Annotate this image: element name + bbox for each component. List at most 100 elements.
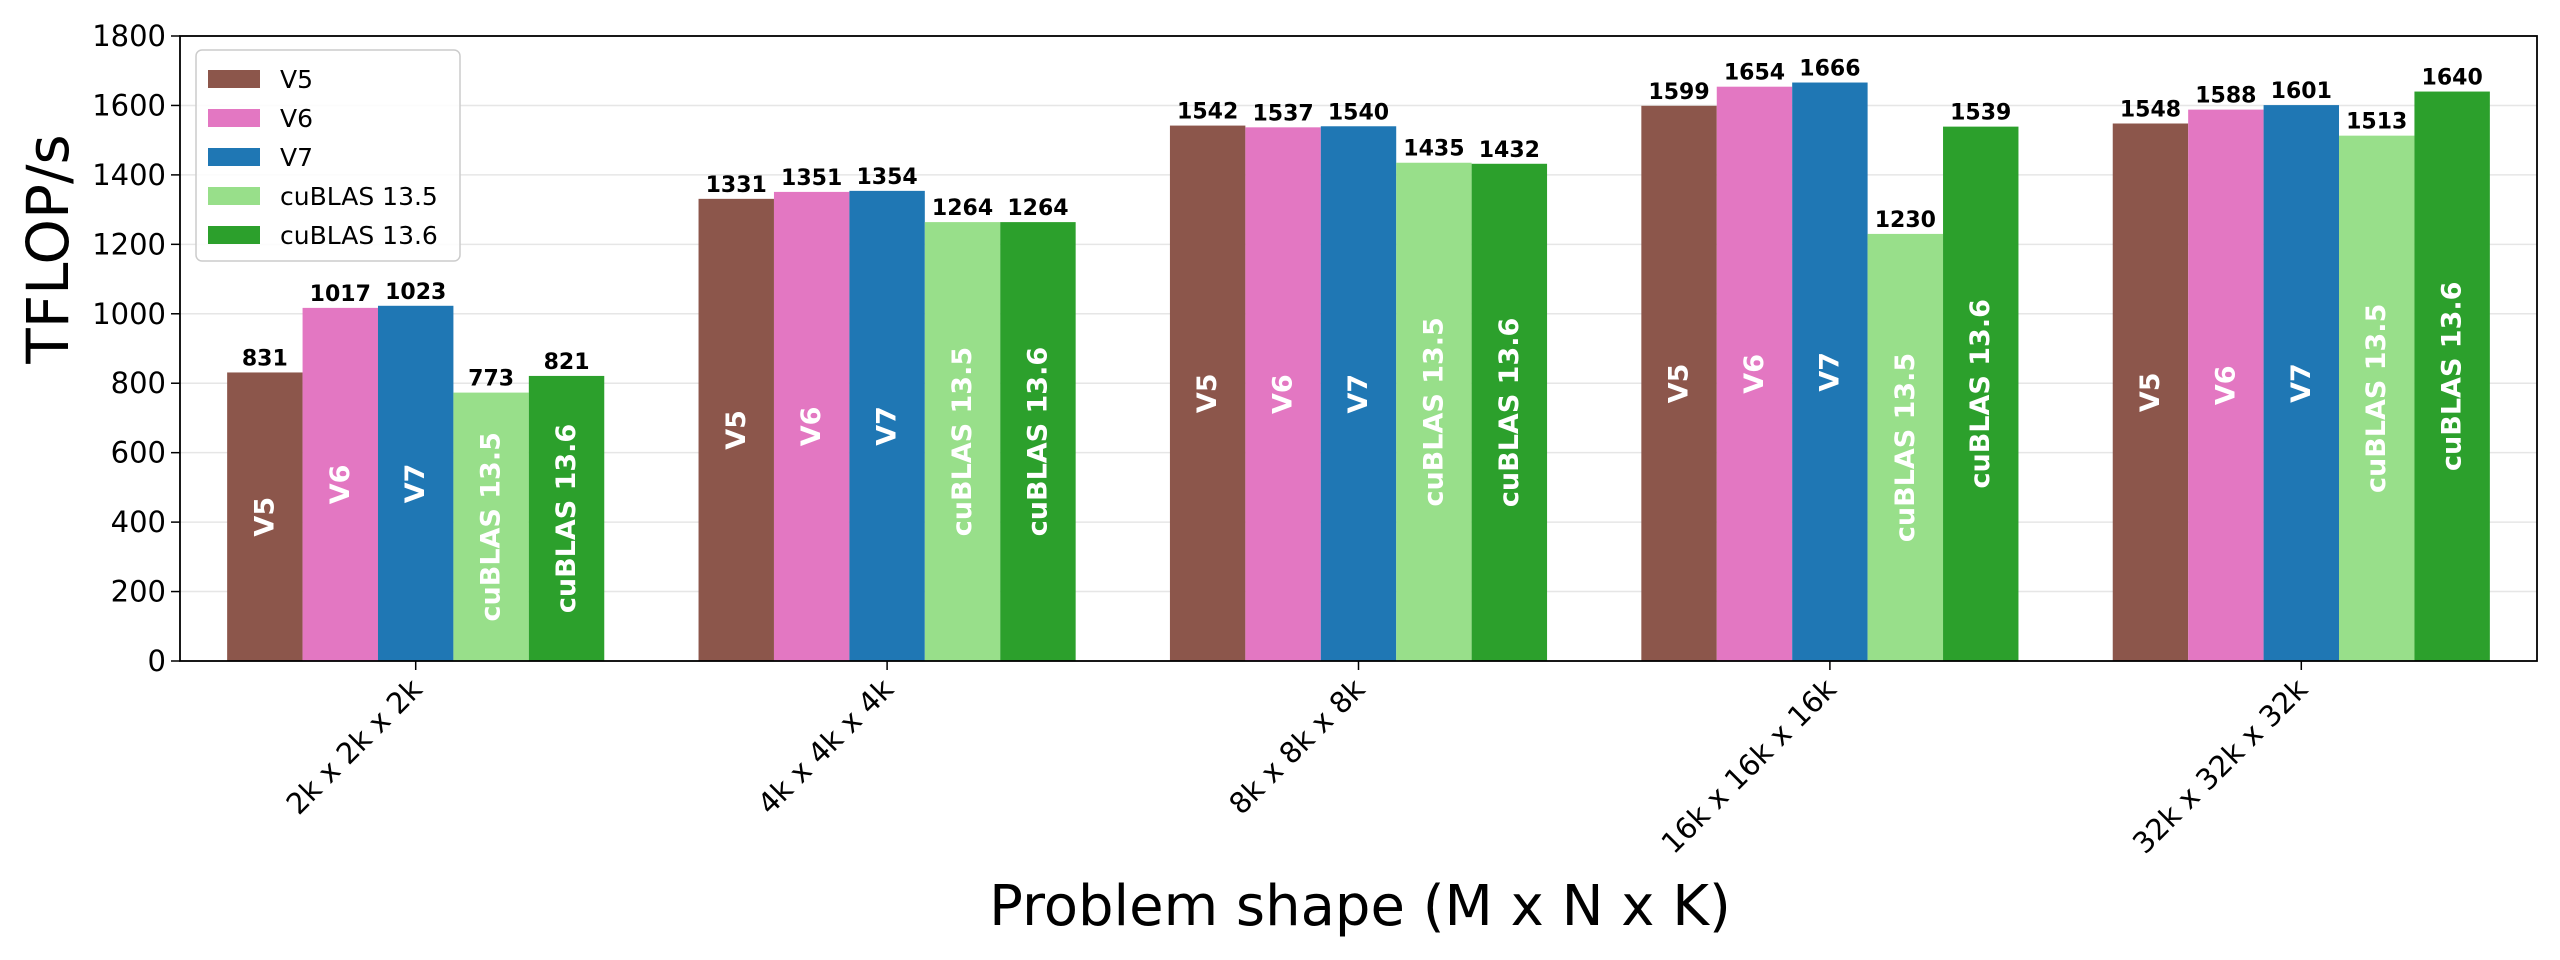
bar-value-label: 1640	[2422, 66, 2483, 91]
bar-value-label: 1666	[1799, 57, 1860, 82]
legend-swatch	[208, 70, 260, 88]
bar-value-label: 1264	[932, 196, 993, 221]
bar	[1320, 126, 1397, 662]
bar	[227, 372, 303, 661]
bar-value-label: 773	[468, 367, 514, 392]
x-tick-label: 2k x 2k x 2k	[279, 672, 428, 821]
bar-series-label: cuBLAS 13.5	[1418, 317, 1449, 506]
bar-series-label: V7	[400, 464, 431, 504]
bar-value-label: 1023	[385, 280, 446, 305]
y-tick-label: 1600	[92, 88, 166, 122]
bar	[302, 307, 378, 661]
bar-series-label: V6	[1268, 374, 1299, 414]
bar-value-label: 1331	[706, 173, 767, 198]
bar	[1943, 126, 2019, 661]
bar	[1641, 105, 1717, 661]
y-tick-label: 1200	[92, 227, 166, 261]
bar-series-label: cuBLAS 13.6	[551, 424, 582, 613]
bar-value-label: 1351	[781, 166, 842, 191]
bar-series-label: V5	[1192, 373, 1223, 413]
bar	[698, 198, 774, 661]
bar-value-label: 1588	[2195, 84, 2256, 109]
bars: 831 V5 1017 V6 1023 V7 773 cuBLAS 13.5 821 cuBLAS…	[227, 57, 2490, 662]
bar-series-label: cuBLAS 13.6	[1022, 347, 1053, 536]
bar-series-label: V5	[249, 497, 280, 537]
legend-swatch	[208, 148, 260, 166]
bar-series-label: V7	[2286, 363, 2317, 403]
bar	[528, 375, 605, 661]
y-tick-label: 400	[111, 505, 166, 539]
y-tick-label: 600	[111, 436, 166, 470]
bar-series-label: V5	[2135, 372, 2166, 412]
bar	[377, 305, 454, 661]
bar	[1396, 162, 1472, 661]
bar-series-label: cuBLAS 13.6	[2437, 282, 2468, 471]
y-axis-label: TFLOP/s	[14, 134, 82, 364]
bar-series-label: V7	[1814, 352, 1845, 392]
bar-value-label: 1230	[1875, 208, 1936, 233]
bar-value-label: 1435	[1403, 137, 1464, 162]
legend-label: V5	[280, 65, 313, 94]
legend-box	[195, 49, 461, 262]
bar-series-label: cuBLAS 13.6	[1494, 318, 1525, 507]
bar-series-label: cuBLAS 13.5	[1890, 353, 1921, 542]
legend-swatch	[208, 109, 260, 127]
bar-value-label: 1537	[1252, 101, 1313, 126]
bar-value-label: 1548	[2120, 98, 2181, 123]
bar	[2188, 109, 2264, 662]
y-tick-label: 800	[111, 366, 166, 400]
bar-value-label: 831	[242, 346, 288, 371]
bar-value-label: 1264	[1007, 196, 1068, 221]
legend-swatch	[208, 226, 260, 244]
bar-series-label: cuBLAS 13.5	[947, 347, 978, 536]
bar-value-label: 1539	[1950, 101, 2011, 126]
bar	[849, 190, 925, 661]
bar-value-label: 1540	[1328, 100, 1389, 125]
bar-value-label: 1432	[1479, 138, 1540, 163]
legend-label: cuBLAS 13.5	[280, 182, 438, 211]
legend-label: V7	[280, 143, 313, 172]
bar	[2112, 123, 2189, 661]
bar-value-label: 1654	[1724, 61, 1785, 86]
legend: V5 V6 V7 cuBLAS 13.5 cuBLAS 13.6	[195, 49, 461, 262]
bar	[1245, 127, 1321, 661]
bar-value-label: 1513	[2346, 110, 2407, 135]
bar	[1792, 82, 1868, 662]
bar-value-label: 1601	[2271, 79, 2332, 104]
y-tick-label: 1400	[92, 158, 166, 192]
bar	[924, 222, 1001, 661]
legend-swatch	[208, 187, 260, 205]
y-tick-label: 0	[148, 644, 166, 678]
bar-series-label: V7	[872, 406, 903, 446]
bar-series-label: V5	[1664, 364, 1695, 404]
bar-series-label: V7	[1343, 374, 1374, 414]
x-tick-label: 16k x 16k x 16k	[1655, 672, 1843, 860]
y-tick-label: 1800	[92, 19, 166, 53]
bar	[1867, 233, 1944, 661]
legend-label: V6	[280, 104, 313, 133]
bar	[2339, 135, 2415, 661]
bar-series-label: V6	[1739, 354, 1770, 394]
x-tick-label: 4k x 4k x 4k	[751, 672, 900, 821]
y-tick-label: 200	[111, 575, 166, 609]
x-tick-label: 8k x 8k x 8k	[1222, 672, 1371, 821]
bar	[773, 191, 850, 661]
bar-series-label: cuBLAS 13.5	[476, 432, 507, 621]
bar	[2263, 105, 2340, 661]
bar-series-label: V6	[796, 407, 827, 447]
bar	[2414, 91, 2490, 662]
y-tick-label: 1000	[92, 297, 166, 331]
bar	[1471, 163, 1548, 661]
bar-series-label: V6	[2210, 365, 2241, 405]
bar-value-label: 1354	[856, 165, 917, 190]
bar-series-label: cuBLAS 13.6	[1965, 299, 1996, 488]
bar-value-label: 1599	[1648, 80, 1709, 105]
x-axis-label: Problem shape (M x N x K)	[989, 874, 1731, 939]
x-tick-label: 32k x 32k x 32k	[2126, 672, 2314, 860]
bar	[1716, 86, 1793, 661]
bar	[1000, 222, 1076, 661]
bar-value-label: 1017	[310, 282, 371, 307]
bar	[453, 392, 529, 661]
bar-series-label: V5	[721, 410, 752, 450]
